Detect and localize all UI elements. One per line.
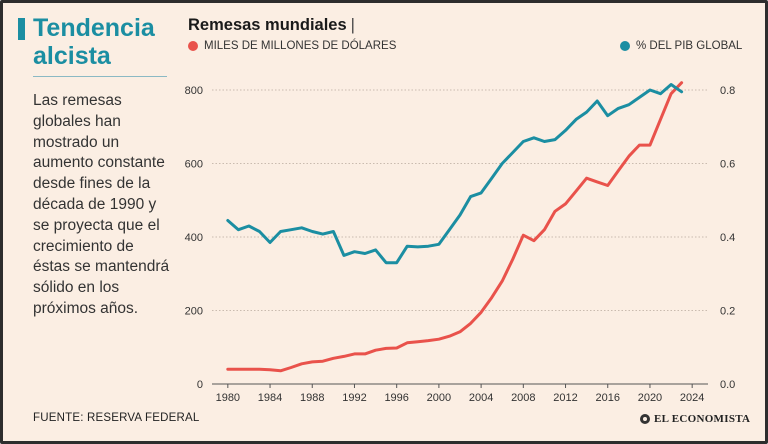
publisher-logo: EL ECONOMISTA — [640, 413, 750, 425]
series-line-pib — [226, 83, 684, 265]
logo-mark-icon — [640, 414, 650, 424]
chart-title: Remesas mundiales | — [188, 16, 355, 35]
legend-dot-red-icon — [188, 41, 198, 51]
y-right-tick-label: 0.4 — [720, 232, 735, 244]
y-right-tick-label: 0.2 — [720, 306, 735, 318]
y-left-tick-label: 200 — [185, 306, 203, 318]
title-separator: | — [350, 16, 355, 34]
x-tick-label: 1996 — [384, 392, 408, 404]
x-tick-label: 1988 — [300, 392, 324, 404]
x-tick-label: 1984 — [258, 392, 282, 404]
x-tick-label: 2024 — [680, 392, 704, 404]
series-line-remesas — [226, 81, 684, 373]
chart-title-text: Remesas mundiales — [188, 16, 347, 34]
y-right-tick-label: 0.0 — [720, 379, 735, 391]
x-tick-label: 2004 — [469, 392, 493, 404]
y-right-tick-label: 0.8 — [720, 85, 735, 97]
x-tick-label: 1980 — [216, 392, 240, 404]
y-left-tick-label: 400 — [185, 232, 203, 244]
x-tick-label: 2016 — [596, 392, 620, 404]
headline-accent-bar — [18, 18, 25, 40]
legend-dot-teal-icon — [620, 41, 630, 51]
legend-right: % DEL PIB GLOBAL — [620, 40, 742, 52]
x-tick-label: 2020 — [638, 392, 662, 404]
legend-left-label: MILES DE MILLONES DE DÓLARES — [204, 40, 397, 52]
source-note: FUENTE: RESERVA FEDERAL — [33, 412, 200, 424]
body-text: Las remesas globales han mostrado un aum… — [33, 92, 170, 317]
y-left-tick-label: 0 — [197, 379, 203, 391]
legend-right-label: % DEL PIB GLOBAL — [636, 40, 743, 52]
x-tick-label: 2000 — [427, 392, 451, 404]
x-tick-label: 2012 — [553, 392, 577, 404]
headline-divider — [33, 76, 167, 77]
y-left-tick-label: 600 — [185, 159, 203, 171]
legend-left: MILES DE MILLONES DE DÓLARES — [188, 40, 396, 52]
x-tick-label: 2008 — [511, 392, 535, 404]
logo-text: EL ECONOMISTA — [654, 413, 751, 425]
headline: Tendencia alcista — [33, 14, 155, 70]
x-tick-label: 1992 — [342, 392, 366, 404]
y-left-tick-label: 800 — [185, 85, 203, 97]
y-right-tick-label: 0.6 — [720, 159, 735, 171]
